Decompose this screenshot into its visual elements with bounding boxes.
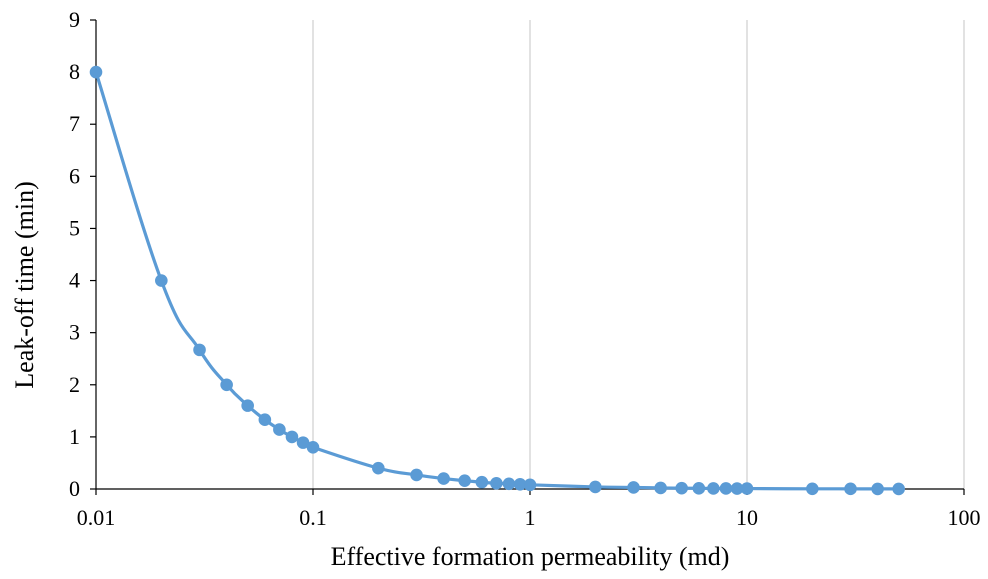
data-point bbox=[675, 481, 688, 495]
grid bbox=[312, 20, 965, 489]
data-point bbox=[193, 343, 206, 357]
x-tick-label: 10 bbox=[736, 505, 758, 530]
y-tick-label: 3 bbox=[69, 320, 80, 345]
data-point bbox=[844, 482, 857, 496]
data-point bbox=[806, 482, 819, 496]
y-tick-label: 4 bbox=[69, 268, 80, 293]
data-point bbox=[475, 475, 489, 489]
data-point bbox=[258, 413, 272, 426]
y-tick-label: 2 bbox=[69, 372, 80, 397]
data-point bbox=[589, 480, 602, 494]
data-point bbox=[285, 430, 299, 444]
data-point bbox=[89, 65, 103, 79]
y-tick-label: 1 bbox=[69, 424, 80, 449]
data-point bbox=[273, 423, 286, 436]
data-point bbox=[707, 482, 720, 495]
y-tick-label: 6 bbox=[69, 163, 80, 188]
data-point bbox=[692, 482, 706, 495]
data-point bbox=[892, 482, 905, 496]
data-point bbox=[654, 481, 667, 495]
series bbox=[89, 65, 905, 496]
x-axis-title: Effective formation permeability (md) bbox=[331, 542, 730, 571]
y-tick-label: 7 bbox=[69, 111, 80, 136]
data-point bbox=[437, 472, 450, 485]
x-tick-label: 0.01 bbox=[77, 505, 116, 530]
data-point bbox=[627, 481, 640, 494]
data-point bbox=[458, 474, 471, 487]
x-tick-label: 0.1 bbox=[299, 505, 327, 530]
y-tick-label: 0 bbox=[69, 476, 80, 501]
data-point bbox=[155, 274, 168, 287]
tick-labels: 0 1 2 3 4 5 6 7 8 9 0.01 0.1 1 10 100 bbox=[69, 7, 981, 530]
data-point bbox=[410, 468, 423, 482]
axes bbox=[90, 19, 965, 495]
data-point bbox=[306, 441, 320, 454]
data-point bbox=[502, 477, 516, 491]
data-point bbox=[220, 378, 233, 392]
y-tick-label: 5 bbox=[69, 215, 80, 240]
x-tick-label: 1 bbox=[525, 505, 536, 530]
data-point bbox=[871, 482, 884, 496]
data-point bbox=[740, 482, 754, 495]
data-point bbox=[719, 482, 733, 495]
series-line bbox=[94, 70, 901, 491]
data-point bbox=[372, 461, 385, 475]
data-point bbox=[490, 476, 503, 490]
y-tick-label: 8 bbox=[69, 59, 80, 84]
y-tick-label: 9 bbox=[69, 7, 80, 32]
y-axis-title: Leak-off time (min) bbox=[10, 181, 39, 388]
data-point bbox=[241, 399, 254, 412]
x-tick-label: 100 bbox=[948, 505, 981, 530]
data-point bbox=[523, 478, 537, 492]
